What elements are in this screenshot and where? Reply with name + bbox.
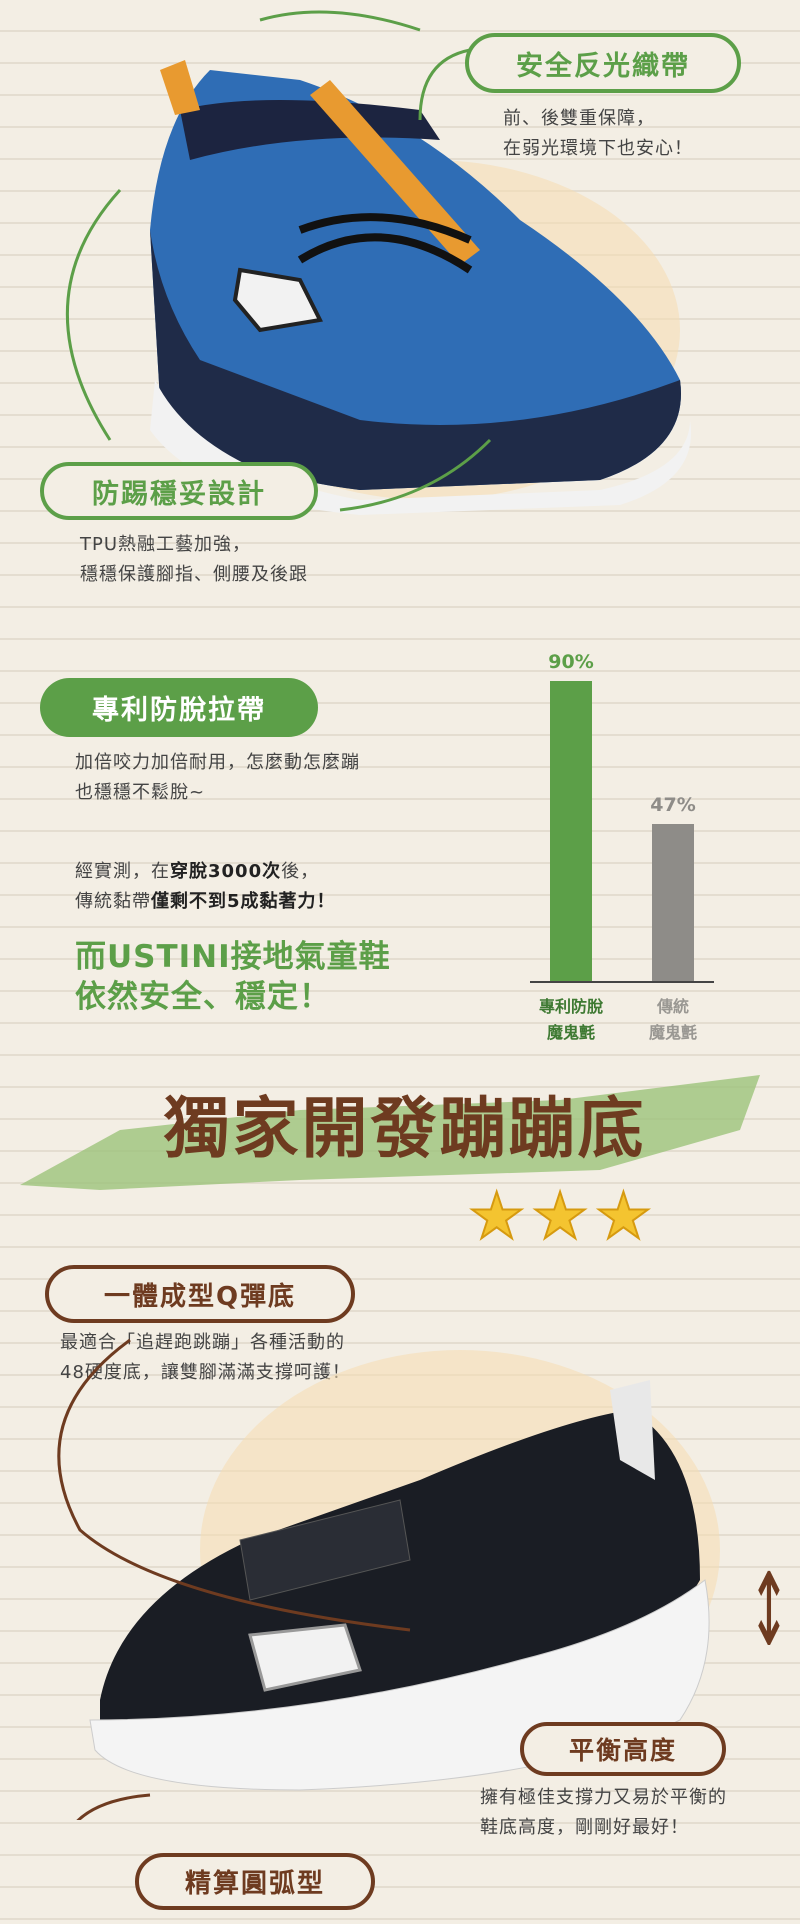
desc-line: 穩穩保護腳指、側腰及後跟 xyxy=(80,564,308,585)
text: 經實測，在 xyxy=(75,861,170,882)
reflective-strap-desc: 前、後雙重保障， 在弱光環境下也安心！ xyxy=(503,104,693,164)
category-label-patent: 專利防脫 魔鬼氈 xyxy=(526,994,616,1046)
value-label-traditional: 47% xyxy=(650,794,696,817)
desc-line: 鞋底高度，剛剛好最好！ xyxy=(480,1817,689,1838)
one-piece-sole-desc: 最適合「追趕跑跳蹦」各種活動的 48硬度底，讓雙腳滿滿支撐呵護！ xyxy=(60,1328,351,1388)
anti-kick-desc: TPU熱融工藝加強， 穩穩保護腳指、側腰及後跟 xyxy=(80,530,308,590)
highlight-line: 依然安全、穩定！ xyxy=(75,979,331,1015)
balance-height-label: 平衡高度 xyxy=(520,1722,726,1776)
bar-traditional xyxy=(652,824,694,981)
desc-line: 最適合「追趕跑跳蹦」各種活動的 xyxy=(60,1332,345,1353)
star-icon: ★ xyxy=(530,1179,595,1255)
desc-line: TPU熱融工藝加強， xyxy=(80,534,252,555)
rating-stars: ★★★ xyxy=(467,1179,659,1255)
desc-line: 擁有極佳支撐力又易於平衡的 xyxy=(480,1787,727,1808)
text: 傳統黏帶 xyxy=(75,891,151,912)
cat-line: 魔鬼氈 xyxy=(546,1023,595,1042)
highlight-text: 而USTINI接地氣童鞋 依然安全、穩定！ xyxy=(75,937,391,1017)
category-label-traditional: 傳統 魔鬼氈 xyxy=(628,994,718,1046)
desc-line: 48硬度底，讓雙腳滿滿支撐呵護！ xyxy=(60,1362,351,1383)
cat-line: 傳統 xyxy=(656,997,689,1016)
chart-baseline xyxy=(530,981,714,983)
highlight-line: 而USTINI接地氣童鞋 xyxy=(75,939,391,975)
reflective-strap-label: 安全反光織帶 xyxy=(465,33,741,93)
value-label-patent: 90% xyxy=(548,651,594,674)
height-double-arrow-icon: ↕ xyxy=(747,1551,790,1668)
test-result-text: 經實測，在穿脫3000次後， 傳統黏帶僅剩不到5成黏著力！ xyxy=(75,857,336,917)
one-piece-sole-label: 一體成型Q彈底 xyxy=(45,1265,355,1323)
text-bold: 僅剩不到5成黏著力！ xyxy=(151,891,336,912)
desc-line: 加倍咬力加倍耐用，怎麼動怎麼蹦 xyxy=(75,752,360,773)
blue-shoe-image xyxy=(66,10,692,515)
star-icon: ★ xyxy=(467,1179,532,1255)
cat-line: 專利防脫 xyxy=(538,997,603,1016)
green-brush-stroke xyxy=(20,1075,760,1190)
anti-kick-label: 防踢穩妥設計 xyxy=(40,462,318,520)
desc-line: 前、後雙重保障， xyxy=(503,108,655,129)
text: 後， xyxy=(281,861,320,882)
patent-strap-label: 專利防脫拉帶 xyxy=(40,678,318,737)
headline: 獨家開發蹦蹦底 xyxy=(163,1090,647,1167)
text-bold: 穿脫3000次 xyxy=(170,861,282,882)
desc-line: 也穩穩不鬆脫~ xyxy=(75,782,206,803)
balance-height-desc: 擁有極佳支撐力又易於平衡的 鞋底高度，剛剛好最好！ xyxy=(480,1783,727,1843)
star-icon: ★ xyxy=(594,1179,659,1255)
cat-line: 魔鬼氈 xyxy=(648,1023,697,1042)
patent-strap-desc: 加倍咬力加倍耐用，怎麼動怎麼蹦 也穩穩不鬆脫~ xyxy=(75,748,360,808)
arc-shape-label: 精算圓弧型 xyxy=(135,1853,375,1910)
desc-line: 在弱光環境下也安心！ xyxy=(503,138,693,159)
bar-patent xyxy=(550,681,592,981)
